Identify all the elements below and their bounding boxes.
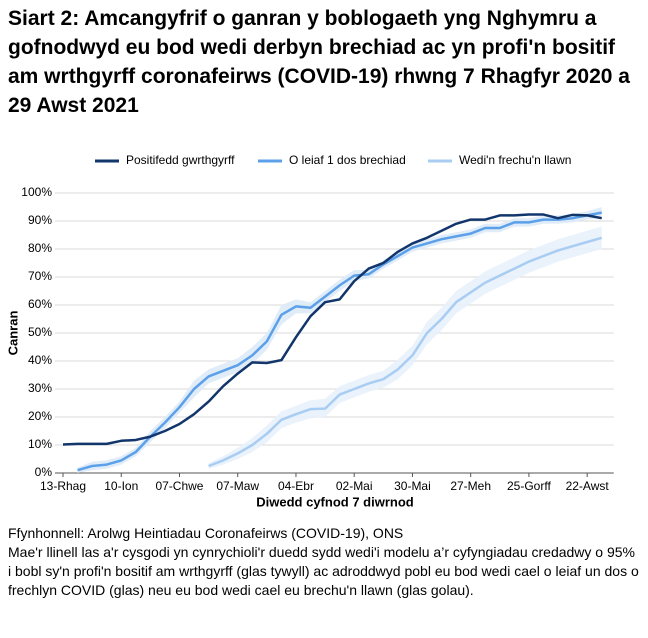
note: Mae'r llinell las a'r cysgodi yn cynrych… — [8, 544, 639, 598]
x-tick-label: 30-Mai — [394, 479, 431, 493]
source: Ffynhonnell: Arolwg Heintiadau Coronafei… — [8, 525, 404, 541]
notes: Ffynhonnell: Arolwg Heintiadau Coronafei… — [8, 524, 640, 600]
x-axis-title: Diwedd cyfnod 7 diwrnod — [256, 494, 414, 509]
x-tick-label: 04-Ebr — [278, 479, 314, 493]
x-tick-label: 07-Chwe — [155, 479, 203, 493]
y-tick-label: 20% — [28, 409, 52, 423]
x-tick-label: 27-Meh — [450, 479, 491, 493]
y-tick-label: 90% — [28, 213, 52, 227]
y-tick-label: 100% — [21, 185, 52, 199]
series-line — [77, 211, 602, 472]
x-tick-label: 13-Rhag — [40, 479, 86, 493]
x-tick-label: 22-Awst — [566, 479, 610, 493]
y-tick-label: 0% — [35, 465, 53, 479]
y-tick-label: 50% — [28, 325, 52, 339]
y-tick-label: 60% — [28, 297, 52, 311]
y-tick-label: 40% — [28, 353, 52, 367]
x-tick-label: 02-Mai — [336, 479, 373, 493]
legend-label: Positifedd gwrthgyrff — [126, 153, 235, 167]
y-tick-label: 30% — [28, 381, 52, 395]
chart-title: Siart 2: Amcangyfrif o ganran y boblogae… — [8, 7, 630, 117]
y-tick-label: 10% — [28, 437, 52, 451]
legend-label: Wedi'n frechu'n llawn — [459, 153, 571, 167]
series-line — [208, 236, 603, 468]
y-axis-title: Canran — [5, 311, 20, 356]
x-tick-label: 07-Maw — [216, 479, 259, 493]
y-tick-label: 70% — [28, 269, 52, 283]
x-tick-label: 10-Ion — [104, 479, 138, 493]
y-tick-label: 80% — [28, 241, 52, 255]
confidence-band — [208, 226, 602, 469]
chart: 0% 10% 20% 30% 40% 50% 60% 70% 80% 90% 100% 13-Rhag… — [5, 153, 614, 509]
series-line — [62, 213, 602, 446]
x-tick-label: 25-Gorff — [507, 479, 551, 493]
legend-label: O leiaf 1 dos brechiad — [289, 153, 406, 167]
